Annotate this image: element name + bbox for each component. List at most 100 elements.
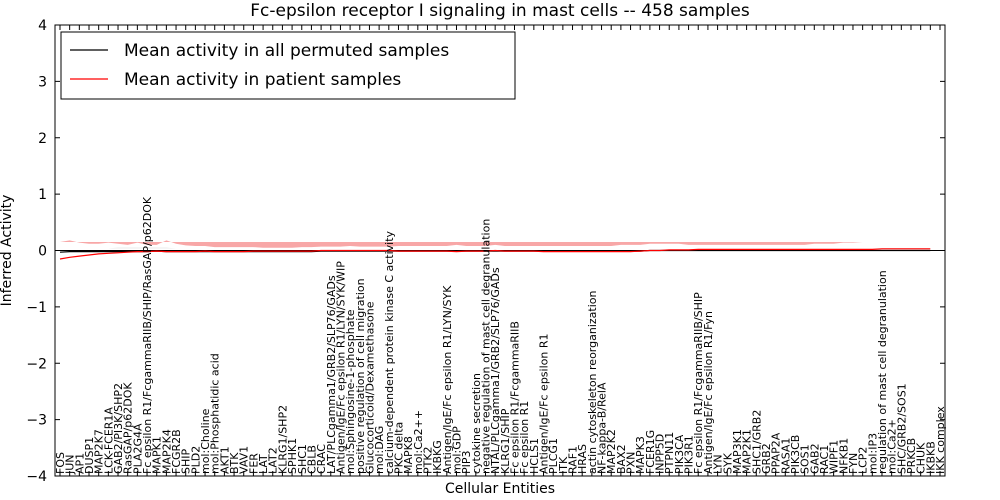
x-tick-label: CHUK [915, 442, 928, 474]
x-tick-label: NFKB1 [837, 438, 850, 474]
x-tick-label: PIK3R1 [683, 435, 696, 474]
x-tick-label: SHC1/GRB2 [750, 410, 763, 474]
x-tick-label: AKT1 [218, 446, 231, 474]
x-tick-label: CBLB [305, 445, 318, 474]
x-tick-label: HCLS1 [528, 438, 541, 474]
x-tick-label: SYK [721, 452, 734, 474]
x-tick-label: GRB2 [760, 443, 773, 474]
x-tick-label: Fc epsilon R1 [518, 401, 531, 474]
x-tick-label: PPAP2A [770, 432, 783, 474]
x-tick-label: PLCG1 [547, 438, 560, 474]
x-tick-label: PXN [625, 452, 638, 474]
x-tick-label: PKC delta [392, 422, 405, 474]
x-tick-label: MAP2K4 [160, 429, 173, 474]
x-tick-label: mol:Ca2+ [886, 419, 899, 474]
series-line-patient [59, 248, 931, 260]
x-tick-label: Fc epsilon R1/FcgammaRIIB/SHIP/RasGAP/p6… [141, 196, 154, 474]
x-tick-label: BTK [228, 452, 241, 474]
x-tick-label: ITK [557, 456, 570, 474]
x-tick-label: SPHK1 [286, 438, 299, 474]
y-tick-label: 3 [38, 74, 47, 90]
x-tick-label: mol:Sphingosine-1-phosphate [344, 309, 357, 474]
band-patient [60, 240, 931, 248]
x-tick-label: cytokine secretion [470, 373, 483, 474]
x-tick-label: negative regulation of mast cell degranu… [479, 219, 492, 474]
y-tick-label: −2 [26, 356, 47, 372]
x-tick-label: AP1 [73, 453, 86, 474]
x-axis: FOSJUNAP1DUSP1MAP2K7LCK-FCER1AGAB2/PI3K/… [54, 25, 947, 476]
x-tick-label: LCK-FCER1A [102, 407, 115, 474]
x-tick-label: MAP2K1 [741, 429, 754, 474]
y-tick-label: 0 [38, 244, 47, 260]
x-tick-label: PLD2 [189, 446, 202, 474]
x-tick-label: PIP3 [460, 450, 473, 474]
x-tick-label: FER [247, 453, 260, 474]
x-tick-label: Fc epsilon R1/FcgammaRIIB/SHIP [692, 292, 705, 474]
x-tick-label: KLRG1/SHP2 [276, 405, 289, 474]
x-tick-label: LAT/PLCgamma1/GRB2/SLP76/GADs [325, 275, 338, 474]
x-tick-label: Antigen/IgE/Fc epsilon R1 [538, 334, 551, 474]
x-tick-label: IKBKG [431, 440, 444, 474]
x-tick-label: regulation of mast cell degranulation [876, 270, 889, 474]
x-tick-label: RASA1 [779, 438, 792, 474]
chart-title: Fc-epsilon receptor I signaling in mast … [250, 1, 750, 21]
x-tick-label: PIK3CB [789, 435, 802, 474]
x-tick-label: mol:Phosphatidic acid [209, 353, 222, 474]
x-tick-label: mol:DAG [373, 426, 386, 474]
x-tick-label: calcium-dependent protein kinase C activ… [383, 230, 396, 474]
x-tick-label: IKBKB [924, 441, 937, 474]
x-tick-label: SHC1 [296, 444, 309, 474]
x-tick-label: PLA2G4A [131, 423, 144, 474]
x-tick-label: JUN [64, 454, 77, 475]
x-tick-label: MAPK1 [151, 436, 164, 474]
x-tick-label: mol:IP3 [866, 433, 879, 474]
x-tick-label: Antigen/IgE/Fc epsilon R1/LYN/SYK/WIP [334, 261, 347, 474]
x-tick-label: actin cytoskeleton reorganization [586, 290, 599, 474]
x-tick-label: MAPK3 [634, 436, 647, 474]
legend-label: Mean activity in all permuted samples [124, 41, 449, 61]
x-tick-label: HRAS [576, 444, 589, 474]
x-tick-label: RAF1 [567, 446, 580, 474]
legend-label: Mean activity in patient samples [124, 70, 401, 90]
x-tick-label: GAB2/PI3K/SHP2 [112, 383, 125, 474]
x-tick-label: VAV1 [238, 446, 251, 474]
x-tick-label: CRAC [315, 444, 328, 474]
y-tick-label: 1 [38, 187, 47, 203]
x-tick-label: FCGR2B [170, 429, 183, 474]
x-tick-label: Antigen/IgE/Fc epsilon R1/LYN/SYK [441, 285, 454, 474]
series-lines [59, 248, 931, 260]
x-tick-label: FCER1G [644, 430, 657, 474]
x-tick-label: DUSP1 [83, 437, 96, 474]
x-tick-label: SHC/GRB2/SOS1 [895, 383, 908, 474]
x-tick-label: mol:Choline [199, 408, 212, 474]
x-tick-label: PRKCB [905, 438, 918, 474]
x-tick-label: positive regulation of cell migration [354, 278, 367, 474]
y-tick-label: 4 [38, 18, 47, 34]
x-tick-label: LYN [712, 454, 725, 474]
x-tick-label: Antigen/IgE/Fc epsilon R1/Fyn [702, 311, 715, 474]
x-tick-label: NF-kappa-B/RelA [596, 382, 609, 474]
x-tick-label: KLRG1/SHIP [499, 408, 512, 474]
x-tick-label: WIPF1 [828, 440, 841, 474]
x-axis-label: Cellular Entities [445, 481, 555, 497]
x-tick-label: FYN [847, 453, 860, 474]
x-tick-label: IKK complex [934, 406, 947, 474]
x-tick-label: MAPK8 [402, 436, 415, 474]
x-tick-label: Glucocorticoid/Dexamethasone [363, 301, 376, 474]
x-tick-label: LAT [257, 454, 270, 474]
x-tick-label: INPP5D [654, 434, 667, 474]
x-tick-label: MAP2K2 [605, 429, 618, 474]
band-permuted [60, 247, 931, 249]
x-tick-label: GAB2 [808, 443, 821, 474]
x-tick-label: LCP2 [857, 447, 870, 474]
y-tick-label: −4 [26, 469, 47, 485]
x-tick-label: Fc epsilon R1/FcgammaRIIB [509, 321, 522, 474]
x-tick-label: RasGAP/p62DOK [122, 382, 135, 474]
x-tick-label: mol:GDP [450, 426, 463, 474]
x-tick-label: MAP2K7 [93, 429, 106, 474]
x-tick-label: mol:Ca2++ [412, 410, 425, 474]
x-tick-label: SHIP [180, 449, 193, 474]
x-tick-label: PIK3CA [673, 434, 686, 474]
y-axis: −4 −3 −2 −1 0 1 2 3 4 [26, 18, 945, 485]
